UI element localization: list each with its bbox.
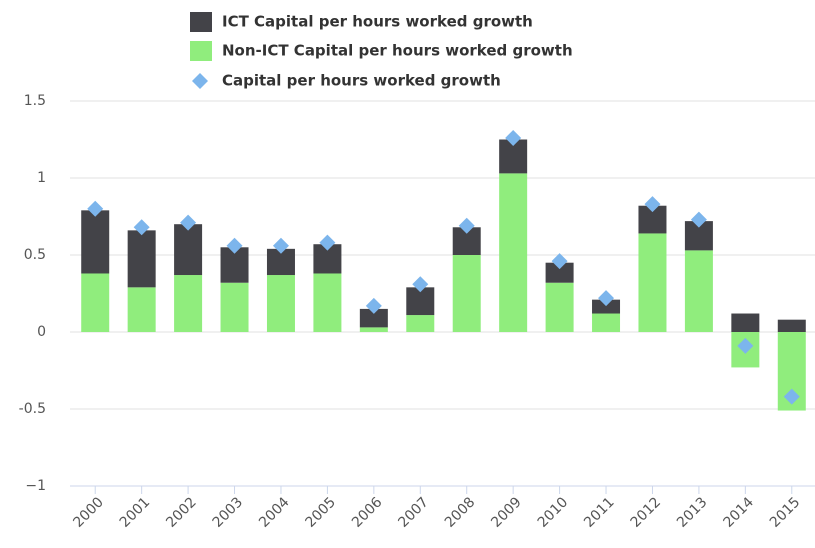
bar xyxy=(127,287,156,332)
bar xyxy=(313,273,342,332)
bar xyxy=(359,308,388,328)
bar xyxy=(545,262,574,283)
x-tick-label-group: 2008 xyxy=(442,494,479,531)
diamond-marker xyxy=(737,337,754,354)
x-tick-label-group: 2012 xyxy=(628,494,665,531)
diamond-marker xyxy=(226,237,243,254)
bar xyxy=(127,230,156,288)
x-tick-label-group: 2004 xyxy=(256,494,293,531)
diamond-marker xyxy=(412,276,429,293)
bar xyxy=(731,313,760,332)
x-tick-label-group: 2010 xyxy=(535,494,572,531)
x-tick-label-group: 2001 xyxy=(117,494,154,531)
x-tick-label-group: 2011 xyxy=(581,494,618,531)
x-tick-label-group: 2007 xyxy=(395,494,432,531)
y-tick-label: 1 xyxy=(37,170,46,186)
x-tick-label-group: 2014 xyxy=(720,494,757,531)
x-tick-label: 2011 xyxy=(581,494,618,531)
x-tick-label-group: 2006 xyxy=(349,494,386,531)
x-tick-label: 2007 xyxy=(395,494,432,531)
x-tick-label: 2000 xyxy=(70,494,107,531)
bar xyxy=(777,319,806,332)
x-tick-label: 2009 xyxy=(488,494,525,531)
diamond-marker xyxy=(690,211,707,228)
diamond-marker xyxy=(551,253,568,270)
y-tick-label: 0.5 xyxy=(24,247,46,263)
diamond-marker xyxy=(180,214,197,231)
x-tick-label-group: 2005 xyxy=(303,494,340,531)
bar xyxy=(220,282,249,332)
bar xyxy=(266,275,295,332)
diamond-marker xyxy=(598,290,615,307)
y-tick-label: −1 xyxy=(25,478,46,494)
x-tick-label: 2012 xyxy=(628,494,665,531)
bar xyxy=(545,282,574,332)
diamond-marker xyxy=(644,196,661,213)
bar xyxy=(174,275,203,332)
diamond-marker xyxy=(87,200,104,217)
legend-label: Non-ICT Capital per hours worked growth xyxy=(222,42,573,60)
legend-label: ICT Capital per hours worked growth xyxy=(222,13,533,31)
x-tick-label-group: 2003 xyxy=(210,494,247,531)
x-tick-label: 2008 xyxy=(442,494,479,531)
x-tick-label: 2001 xyxy=(117,494,154,531)
x-tick-label: 2010 xyxy=(535,494,572,531)
diamond-marker xyxy=(365,297,382,314)
bar xyxy=(174,224,203,276)
x-tick-label: 2002 xyxy=(163,494,200,531)
diamond-marker xyxy=(458,217,475,234)
x-tick-label-group: 2015 xyxy=(767,494,804,531)
x-tick-label-group: 2000 xyxy=(70,494,107,531)
bar xyxy=(406,315,435,332)
y-tick-label: 1.5 xyxy=(24,93,46,109)
legend-symbol xyxy=(190,41,212,61)
bar xyxy=(81,210,110,274)
legend-symbol xyxy=(192,73,208,89)
x-tick-label: 2013 xyxy=(674,494,711,531)
bar xyxy=(499,173,528,332)
bar xyxy=(684,250,713,332)
x-tick-label: 2014 xyxy=(720,494,757,531)
bar xyxy=(81,273,110,332)
diamond-marker xyxy=(505,129,522,146)
x-tick-label: 2004 xyxy=(256,494,293,531)
bar xyxy=(592,299,621,314)
diamond-marker xyxy=(272,237,289,254)
x-tick-label: 2006 xyxy=(349,494,386,531)
x-tick-label: 2005 xyxy=(303,494,340,531)
x-tick-label-group: 2013 xyxy=(674,494,711,531)
diamond-marker xyxy=(133,219,150,236)
legend-label: Capital per hours worked growth xyxy=(222,72,501,90)
diamond-marker xyxy=(319,234,336,251)
x-tick-label-group: 2009 xyxy=(488,494,525,531)
bar xyxy=(359,327,388,332)
y-tick-label: 0 xyxy=(37,324,46,340)
bar xyxy=(592,313,621,332)
y-tick-label: -0.5 xyxy=(19,401,46,417)
bar xyxy=(638,233,667,332)
legend-symbol xyxy=(190,12,212,32)
x-tick-label: 2015 xyxy=(767,494,804,531)
bar xyxy=(452,255,481,332)
x-tick-label: 2003 xyxy=(210,494,247,531)
diamond-marker xyxy=(783,388,800,405)
x-tick-label-group: 2002 xyxy=(163,494,200,531)
